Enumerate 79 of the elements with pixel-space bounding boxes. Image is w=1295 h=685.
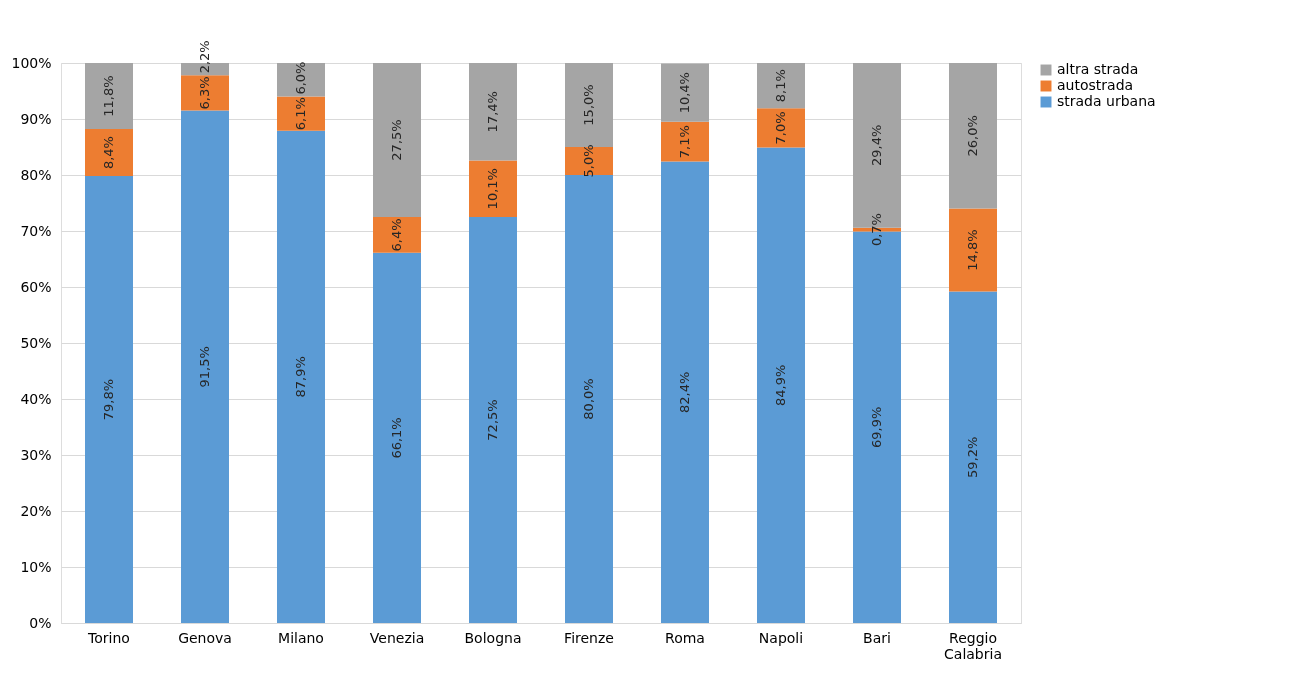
data-label: 6,3% xyxy=(197,76,212,110)
data-label: 11,8% xyxy=(101,75,116,117)
x-tick-label: Bari xyxy=(863,629,891,646)
y-tick-label: 30% xyxy=(20,446,52,463)
bar xyxy=(277,96,325,131)
bar xyxy=(85,176,133,623)
data-label: 27,5% xyxy=(389,119,404,161)
data-label: 6,1% xyxy=(293,97,308,131)
data-label: 8,1% xyxy=(773,69,788,103)
y-tick-label: 80% xyxy=(20,166,52,183)
data-label: 84,9% xyxy=(773,364,788,406)
data-label: 6,4% xyxy=(389,218,404,252)
bar xyxy=(661,121,709,162)
y-tick-label: 40% xyxy=(20,390,52,407)
data-label: 6,0% xyxy=(293,61,308,95)
bar xyxy=(181,110,229,623)
data-label: 8,4% xyxy=(101,136,116,170)
bar xyxy=(85,129,133,177)
bar xyxy=(565,63,613,147)
y-tick-label: 20% xyxy=(20,502,52,519)
data-label: 87,9% xyxy=(293,356,308,398)
data-label: 15,0% xyxy=(581,84,596,126)
data-label: 79,8% xyxy=(101,378,116,421)
bar xyxy=(949,63,997,209)
legend-label: autostrada xyxy=(1057,77,1134,93)
x-tick-label: Genova xyxy=(178,629,232,646)
bar xyxy=(469,217,517,623)
bar xyxy=(277,130,325,623)
bar xyxy=(277,63,325,97)
bar xyxy=(949,208,997,292)
bar xyxy=(85,63,133,130)
x-tick-label: Bologna xyxy=(464,629,522,646)
data-label: 7,1% xyxy=(677,125,692,159)
bar xyxy=(661,63,709,122)
x-tick-label: Milano xyxy=(278,629,324,646)
data-label: 14,8% xyxy=(965,229,980,271)
x-tick-label: Napoli xyxy=(758,629,804,646)
bar xyxy=(757,63,805,109)
y-tick-label: 0% xyxy=(29,614,52,631)
data-label: 17,4% xyxy=(485,91,500,133)
data-label: 59,2% xyxy=(965,436,980,478)
data-label: 80,0% xyxy=(581,378,596,420)
y-tick-label: 100% xyxy=(11,54,52,71)
bar xyxy=(373,252,421,623)
y-tick-label: 60% xyxy=(20,278,52,295)
data-label: 69,9% xyxy=(869,406,884,448)
data-label: 10,4% xyxy=(677,72,692,114)
data-label: 0,7% xyxy=(869,213,884,247)
bar xyxy=(661,161,709,623)
data-label: 26,0% xyxy=(965,115,980,157)
data-label: 66,1% xyxy=(389,417,404,459)
data-label: 7,0% xyxy=(773,111,788,145)
bar xyxy=(469,160,517,217)
legend-label: altra strada xyxy=(1057,61,1139,77)
x-tick-label: Firenze xyxy=(564,629,614,646)
bar xyxy=(469,63,517,161)
y-tick-label: 50% xyxy=(20,334,52,351)
bar xyxy=(373,217,421,253)
data-label: 29,4% xyxy=(869,124,884,166)
x-tick-label: Torino xyxy=(87,629,130,646)
data-label: 91,5% xyxy=(197,346,212,388)
y-tick-label: 70% xyxy=(20,222,52,239)
bar xyxy=(757,108,805,148)
x-tick-label: Roma xyxy=(665,629,705,646)
x-tick-label: Reggio Calabria xyxy=(944,629,1002,662)
data-label: 10,1% xyxy=(485,168,500,210)
data-label: 82,4% xyxy=(677,371,692,413)
y-tick-label: 10% xyxy=(20,558,52,575)
data-label: 72,5% xyxy=(485,399,500,441)
bar xyxy=(373,63,421,217)
bar xyxy=(181,75,229,111)
bar xyxy=(949,291,997,623)
legend-label: strada urbana xyxy=(1057,93,1156,109)
bar xyxy=(757,147,805,623)
data-label: 2,2% xyxy=(197,40,212,74)
bar xyxy=(565,175,613,623)
x-tick-label: Venezia xyxy=(369,629,425,646)
data-label: 5,0% xyxy=(581,144,596,178)
y-tick-label: 90% xyxy=(20,110,52,127)
